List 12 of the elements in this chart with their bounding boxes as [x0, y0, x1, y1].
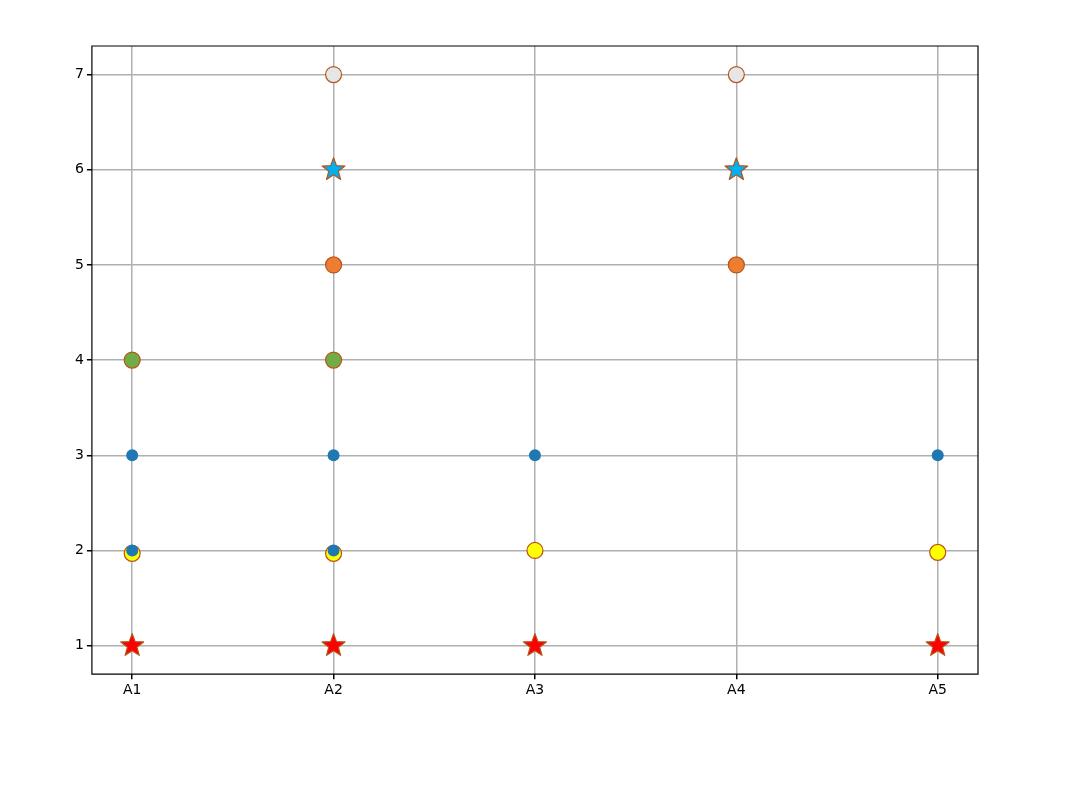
- x-tick-label: A5: [928, 681, 947, 698]
- x-tick-label: A1: [122, 681, 142, 698]
- y-tick-label: 6: [74, 160, 84, 177]
- y-tick-label: 1: [74, 636, 84, 653]
- y-tick-label: 3: [74, 445, 84, 462]
- y-tick-label: 7: [74, 65, 84, 82]
- x-tick-label: A4: [727, 681, 746, 698]
- y-tick-label: 5: [74, 255, 84, 272]
- x-tick-label: A3: [525, 681, 545, 698]
- x-tick-label: A2: [324, 681, 343, 698]
- y-tick-label: 4: [74, 350, 84, 367]
- y-tick-label: 2: [74, 541, 84, 558]
